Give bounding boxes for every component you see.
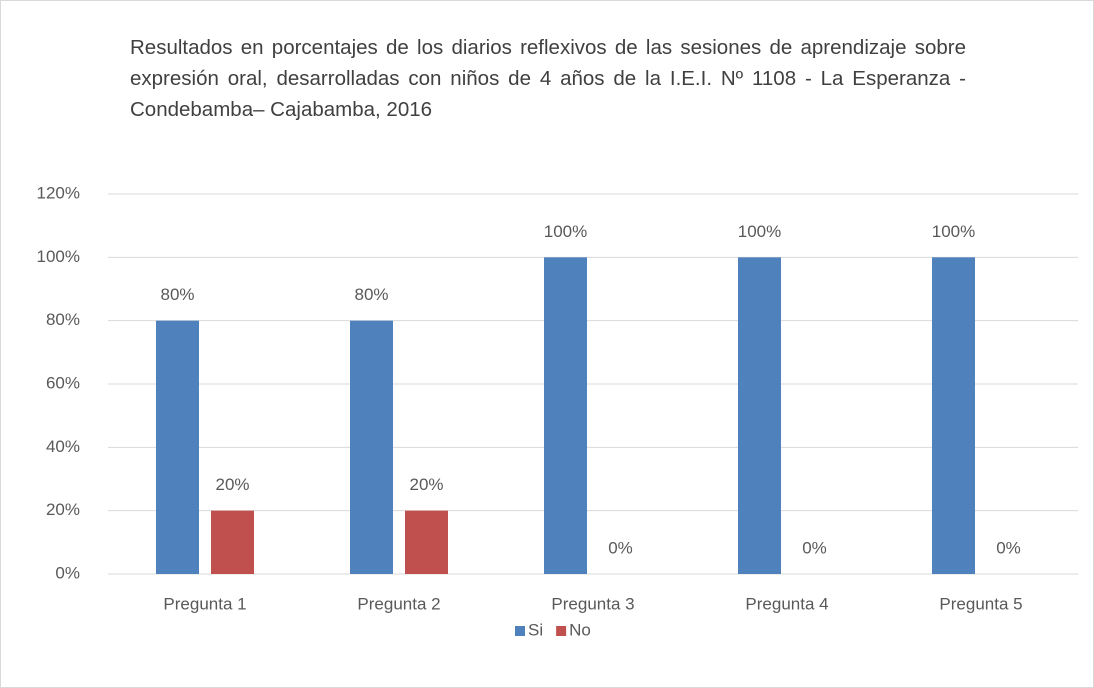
bar (544, 257, 587, 574)
y-tick-label: 80% (46, 310, 80, 329)
data-label: 100% (932, 222, 975, 241)
x-tick-label: Pregunta 1 (163, 594, 246, 613)
data-label: 0% (802, 538, 827, 557)
x-tick-label: Pregunta 5 (939, 594, 1022, 613)
data-label: 0% (608, 538, 633, 557)
legend-label: No (569, 620, 591, 639)
y-tick-label: 60% (46, 373, 80, 392)
data-label: 0% (996, 538, 1021, 557)
y-tick-label: 100% (37, 247, 80, 266)
bar (156, 320, 199, 574)
bar (738, 257, 781, 574)
data-label: 20% (409, 475, 443, 494)
x-tick-label: Pregunta 3 (551, 594, 634, 613)
y-tick-label: 0% (55, 563, 80, 582)
bar (405, 510, 448, 574)
data-label: 80% (160, 285, 194, 304)
legend-label: Si (528, 620, 543, 639)
legend-swatch (556, 626, 567, 636)
y-tick-label: 120% (37, 183, 80, 202)
x-tick-label: Pregunta 2 (357, 594, 440, 613)
data-label: 20% (215, 475, 249, 494)
data-label: 100% (738, 222, 781, 241)
legend-swatch (515, 626, 525, 636)
data-label: 100% (544, 222, 587, 241)
data-label: 80% (354, 285, 388, 304)
bar (932, 257, 975, 574)
bar (350, 320, 393, 574)
x-tick-label: Pregunta 4 (745, 594, 828, 613)
y-tick-label: 40% (46, 437, 80, 456)
bar (211, 510, 254, 574)
chart-title: Resultados en porcentajes de los diarios… (130, 36, 966, 121)
y-tick-label: 20% (46, 500, 80, 519)
